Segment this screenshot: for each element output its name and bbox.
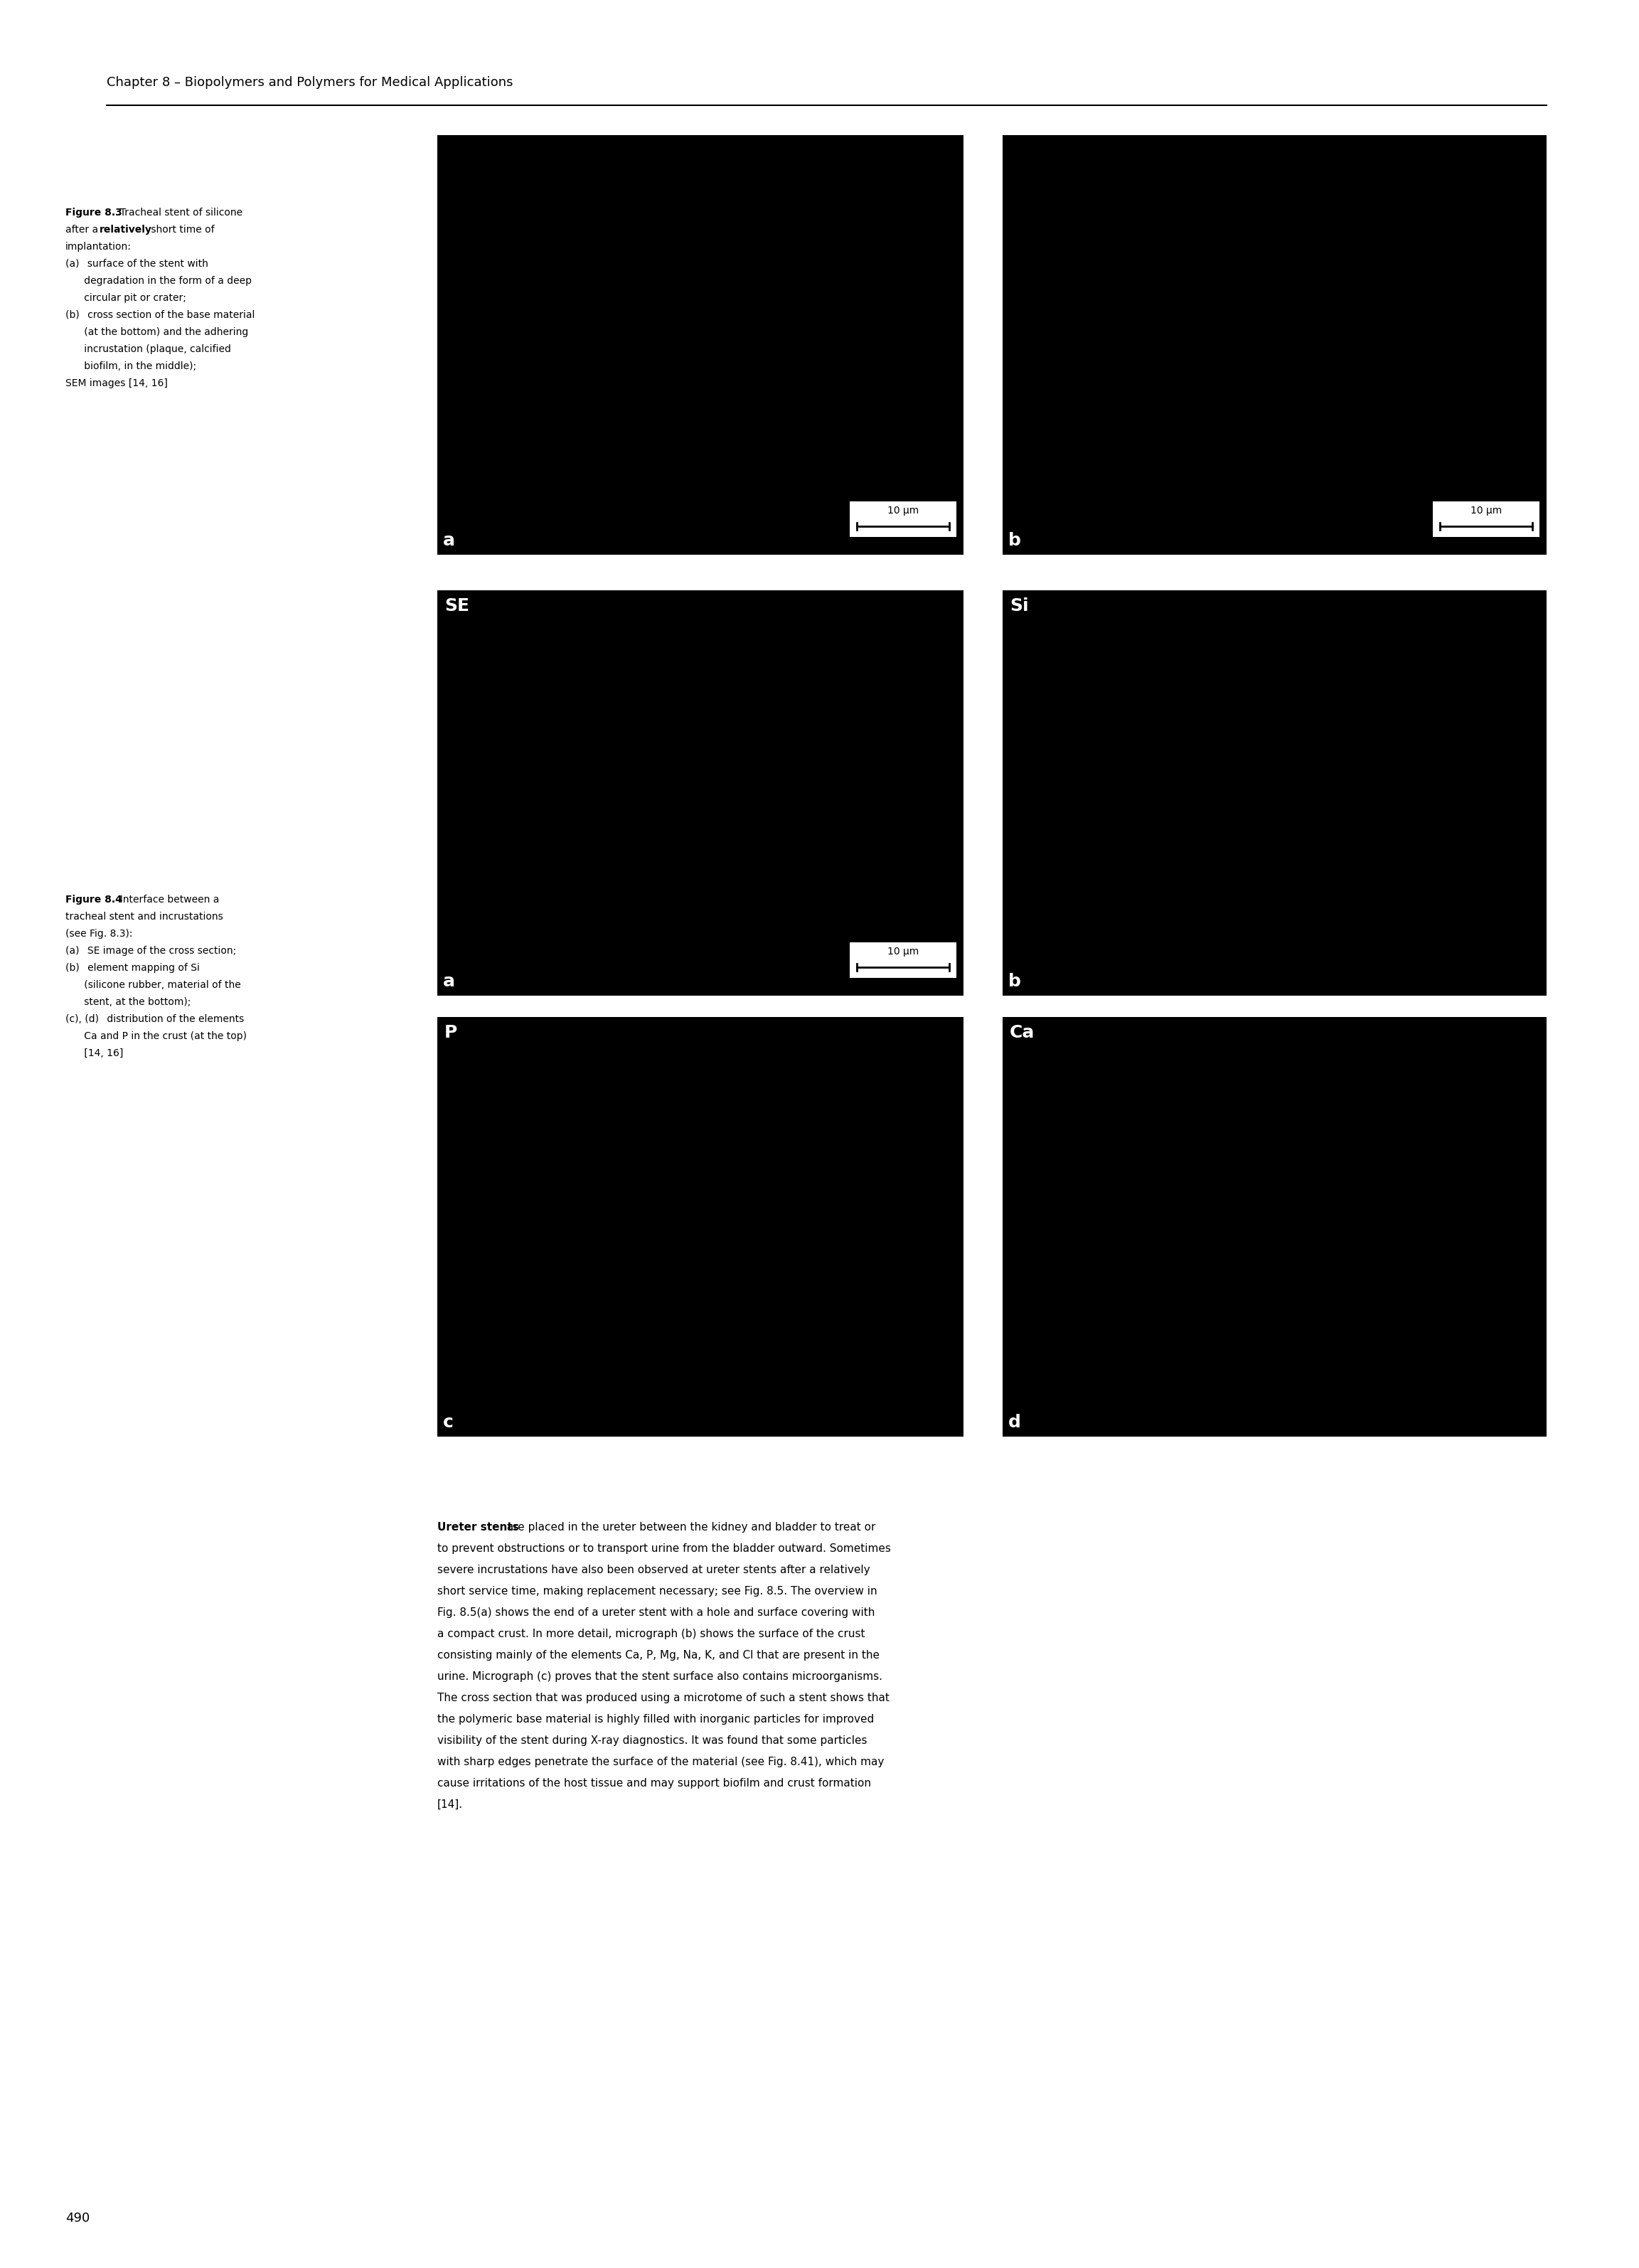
Text: d: d [1008, 1413, 1021, 1431]
Text: implantation:: implantation: [66, 243, 131, 252]
Text: c: c [443, 1413, 454, 1431]
Text: SEM images [14, 16]: SEM images [14, 16] [66, 379, 167, 388]
Text: a: a [443, 533, 456, 549]
Text: (silicone rubber, material of the: (silicone rubber, material of the [66, 980, 241, 991]
Text: a compact crust. In more detail, micrograph (b) shows the surface of the crust: a compact crust. In more detail, microgr… [438, 1628, 865, 1640]
Text: urine. Micrograph (c) proves that the stent surface also contains microorganisms: urine. Micrograph (c) proves that the st… [438, 1672, 882, 1683]
Text: to prevent obstructions or to transport urine from the bladder outward. Sometime: to prevent obstructions or to transport … [438, 1542, 892, 1554]
Bar [849, 941, 957, 978]
Text: degradation in the form of a deep: degradation in the form of a deep [66, 277, 252, 286]
Text: biofilm, in the middle);: biofilm, in the middle); [66, 361, 197, 372]
Text: (b)  cross section of the base material: (b) cross section of the base material [66, 311, 254, 320]
Text: short time of: short time of [148, 225, 215, 234]
Text: incrustation (plaque, calcified: incrustation (plaque, calcified [66, 345, 231, 354]
Text: stent, at the bottom);: stent, at the bottom); [66, 998, 190, 1007]
Text: (a)  SE image of the cross section;: (a) SE image of the cross section; [66, 946, 236, 955]
Text: Figure 8.3: Figure 8.3 [66, 209, 123, 218]
Text: a: a [443, 973, 456, 991]
Bar [1003, 590, 1547, 996]
Text: SE: SE [444, 596, 469, 615]
Text: cause irritations of the host tissue and may support biofilm and crust formation: cause irritations of the host tissue and… [438, 1778, 870, 1789]
Text: (b)  element mapping of Si: (b) element mapping of Si [66, 964, 200, 973]
Text: with sharp edges penetrate the surface of the material (see Fig. 8.41), which ma: with sharp edges penetrate the surface o… [438, 1758, 883, 1767]
Text: severe incrustations have also been observed at ureter stents after a relatively: severe incrustations have also been obse… [438, 1565, 870, 1576]
Text: tracheal stent and incrustations: tracheal stent and incrustations [66, 912, 223, 921]
Text: Tracheal stent of silicone: Tracheal stent of silicone [113, 209, 243, 218]
Text: the polymeric base material is highly filled with inorganic particles for improv: the polymeric base material is highly fi… [438, 1715, 874, 1724]
Text: 10 μm: 10 μm [1470, 506, 1501, 515]
Text: (see Fig. 8.3):: (see Fig. 8.3): [66, 930, 133, 939]
Bar [1432, 501, 1539, 538]
Bar [438, 590, 964, 996]
Text: The cross section that was produced using a microtome of such a stent shows that: The cross section that was produced usin… [438, 1692, 890, 1703]
Text: Interface between a: Interface between a [113, 894, 220, 905]
Text: [14, 16]: [14, 16] [66, 1048, 123, 1059]
Text: Chapter 8 – Biopolymers and Polymers for Medical Applications: Chapter 8 – Biopolymers and Polymers for… [107, 77, 513, 88]
Bar [438, 136, 964, 556]
Text: short service time, making replacement necessary; see Fig. 8.5. The overview in: short service time, making replacement n… [438, 1585, 877, 1597]
Text: Ca and P in the crust (at the top): Ca and P in the crust (at the top) [66, 1032, 247, 1041]
Text: Ca: Ca [1010, 1025, 1034, 1041]
Bar [438, 1016, 964, 1436]
Text: Fig. 8.5(a) shows the end of a ureter stent with a hole and surface covering wit: Fig. 8.5(a) shows the end of a ureter st… [438, 1608, 875, 1617]
Bar [1003, 136, 1547, 556]
Text: after a: after a [66, 225, 102, 234]
Text: (at the bottom) and the adhering: (at the bottom) and the adhering [66, 327, 249, 338]
Bar [849, 501, 957, 538]
Text: 10 μm: 10 μm [887, 946, 919, 957]
Text: Ureter stents: Ureter stents [438, 1522, 520, 1533]
Text: (a)  surface of the stent with: (a) surface of the stent with [66, 259, 208, 270]
Text: 10 μm: 10 μm [887, 506, 919, 515]
Text: 490: 490 [66, 2211, 90, 2225]
Text: (c), (d)  distribution of the elements: (c), (d) distribution of the elements [66, 1014, 244, 1025]
Text: consisting mainly of the elements Ca, P, Mg, Na, K, and Cl that are present in t: consisting mainly of the elements Ca, P,… [438, 1651, 880, 1660]
Text: relatively: relatively [100, 225, 152, 234]
Bar [1003, 1016, 1547, 1436]
Text: circular pit or crater;: circular pit or crater; [66, 293, 187, 304]
Text: are placed in the ureter between the kidney and bladder to treat or: are placed in the ureter between the kid… [503, 1522, 875, 1533]
Text: P: P [444, 1025, 457, 1041]
Text: Figure 8.4: Figure 8.4 [66, 894, 123, 905]
Text: b: b [1008, 533, 1021, 549]
Text: visibility of the stent during X-ray diagnostics. It was found that some particl: visibility of the stent during X-ray dia… [438, 1735, 867, 1746]
Text: Si: Si [1010, 596, 1029, 615]
Text: [14].: [14]. [438, 1799, 462, 1810]
Text: b: b [1008, 973, 1021, 991]
